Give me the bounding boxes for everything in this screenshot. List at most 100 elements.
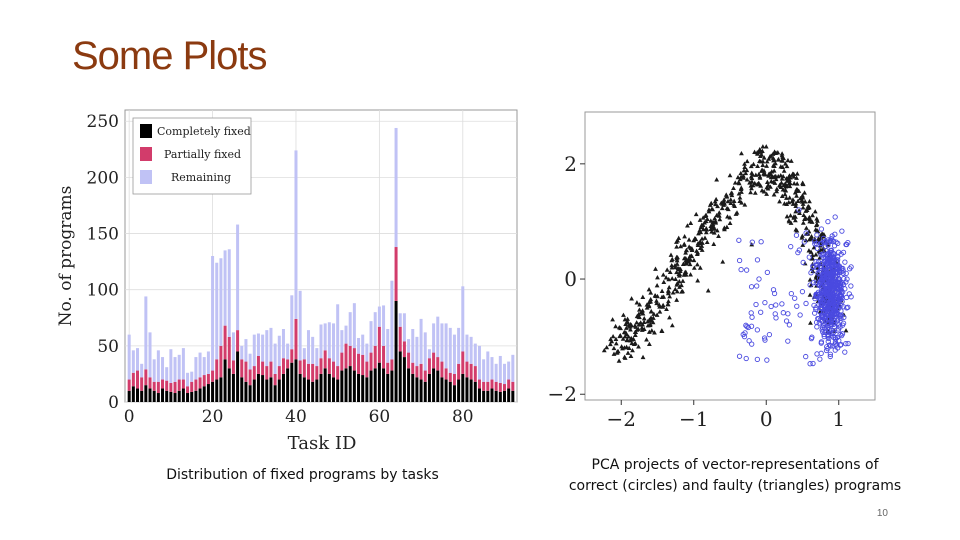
bar-partially-fixed bbox=[206, 373, 210, 385]
faulty-point bbox=[794, 181, 800, 186]
correct-point bbox=[831, 334, 837, 341]
faulty-point bbox=[780, 164, 786, 170]
correct-point bbox=[828, 238, 834, 245]
faulty-point bbox=[713, 196, 719, 202]
correct-point bbox=[773, 302, 779, 308]
caption-right-line2: correct (circles) and faulty (triangles)… bbox=[568, 478, 902, 494]
bar-partially-fixed bbox=[377, 326, 381, 363]
bar-remaining bbox=[377, 306, 381, 327]
faulty-point bbox=[783, 188, 789, 193]
bar-remaining bbox=[423, 332, 427, 371]
correct-point bbox=[825, 303, 831, 310]
bar-completely-fixed bbox=[465, 377, 469, 402]
page-number: 10 bbox=[876, 508, 888, 519]
bar-partially-fixed bbox=[398, 326, 402, 352]
faulty-point bbox=[764, 159, 770, 164]
scatter-x-tick-label: −2 bbox=[607, 407, 636, 431]
bar-completely-fixed bbox=[269, 377, 273, 402]
faulty-point bbox=[691, 265, 697, 270]
correct-point bbox=[812, 241, 818, 247]
correct-point bbox=[749, 239, 755, 245]
faulty-point bbox=[702, 220, 707, 225]
bar-completely-fixed bbox=[181, 388, 185, 402]
bar-remaining bbox=[265, 330, 269, 367]
bar-partially-fixed bbox=[348, 345, 352, 367]
bar-partially-fixed bbox=[277, 366, 281, 380]
faulty-point bbox=[649, 328, 655, 333]
faulty-point bbox=[771, 163, 777, 168]
faulty-point bbox=[646, 287, 652, 292]
correct-point bbox=[814, 351, 820, 357]
bar-partially-fixed bbox=[177, 379, 181, 391]
correct-point bbox=[788, 244, 794, 250]
faulty-point bbox=[648, 296, 654, 302]
bar-remaining bbox=[432, 323, 436, 353]
bar-completely-fixed bbox=[248, 385, 252, 402]
faulty-point bbox=[639, 327, 645, 332]
faulty-point bbox=[796, 188, 802, 193]
faulty-point bbox=[640, 322, 646, 327]
faulty-point bbox=[748, 183, 754, 188]
bar-remaining bbox=[340, 330, 344, 353]
correct-point bbox=[845, 340, 851, 347]
bar-completely-fixed bbox=[244, 381, 248, 402]
faulty-point bbox=[686, 256, 692, 261]
bar-completely-fixed bbox=[394, 300, 398, 402]
bar-partially-fixed bbox=[432, 352, 436, 369]
correct-point bbox=[762, 299, 768, 306]
faulty-point bbox=[716, 210, 722, 215]
bar-completely-fixed bbox=[407, 368, 411, 402]
faulty-point bbox=[736, 191, 742, 196]
correct-point bbox=[761, 335, 768, 341]
faulty-point bbox=[713, 201, 718, 207]
faulty-point bbox=[683, 250, 689, 255]
faulty-point bbox=[813, 252, 819, 257]
bar-partially-fixed bbox=[181, 379, 185, 389]
faulty-point bbox=[727, 220, 733, 226]
faulty-point bbox=[761, 171, 767, 176]
faulty-point bbox=[672, 262, 678, 268]
bar-completely-fixed bbox=[323, 368, 327, 402]
bar-partially-fixed bbox=[361, 354, 365, 376]
bar-partially-fixed bbox=[248, 369, 252, 386]
bar-completely-fixed bbox=[415, 377, 419, 402]
faulty-point bbox=[636, 344, 641, 349]
faulty-point bbox=[739, 150, 744, 156]
faulty-point bbox=[801, 212, 807, 218]
faulty-point bbox=[771, 179, 776, 184]
faulty-point bbox=[654, 300, 660, 306]
correct-point bbox=[845, 304, 851, 310]
faulty-point bbox=[806, 214, 812, 220]
bar-remaining bbox=[465, 334, 469, 362]
bar-remaining bbox=[490, 357, 494, 380]
bar-remaining bbox=[357, 337, 361, 354]
legend-label-remaining: Remaining bbox=[171, 171, 231, 184]
faulty-point bbox=[668, 252, 674, 257]
bar-remaining bbox=[473, 343, 477, 367]
faulty-point bbox=[770, 155, 776, 161]
bar-remaining bbox=[127, 334, 131, 380]
correct-point bbox=[844, 276, 850, 282]
legend-label-completely-fixed: Completely fixed bbox=[157, 125, 251, 138]
correct-point bbox=[825, 237, 831, 243]
correct-point bbox=[822, 289, 828, 296]
faulty-point bbox=[708, 223, 714, 229]
bar-partially-fixed bbox=[457, 363, 461, 380]
faulty-point bbox=[778, 183, 783, 189]
faulty-point bbox=[712, 199, 718, 204]
faulty-point bbox=[652, 330, 657, 335]
faulty-point bbox=[659, 328, 665, 333]
faulty-point bbox=[815, 218, 820, 223]
bar-x-axis-label: Task ID bbox=[288, 433, 357, 454]
faulty-point bbox=[711, 241, 717, 246]
faulty-point bbox=[703, 229, 709, 235]
bar-completely-fixed bbox=[144, 385, 148, 402]
bar-bars bbox=[127, 127, 515, 402]
faulty-point bbox=[686, 244, 692, 249]
faulty-point bbox=[710, 206, 716, 212]
bar-remaining bbox=[398, 313, 402, 327]
bar-completely-fixed bbox=[231, 373, 235, 402]
bar-remaining bbox=[165, 367, 169, 381]
correct-point bbox=[818, 226, 825, 232]
